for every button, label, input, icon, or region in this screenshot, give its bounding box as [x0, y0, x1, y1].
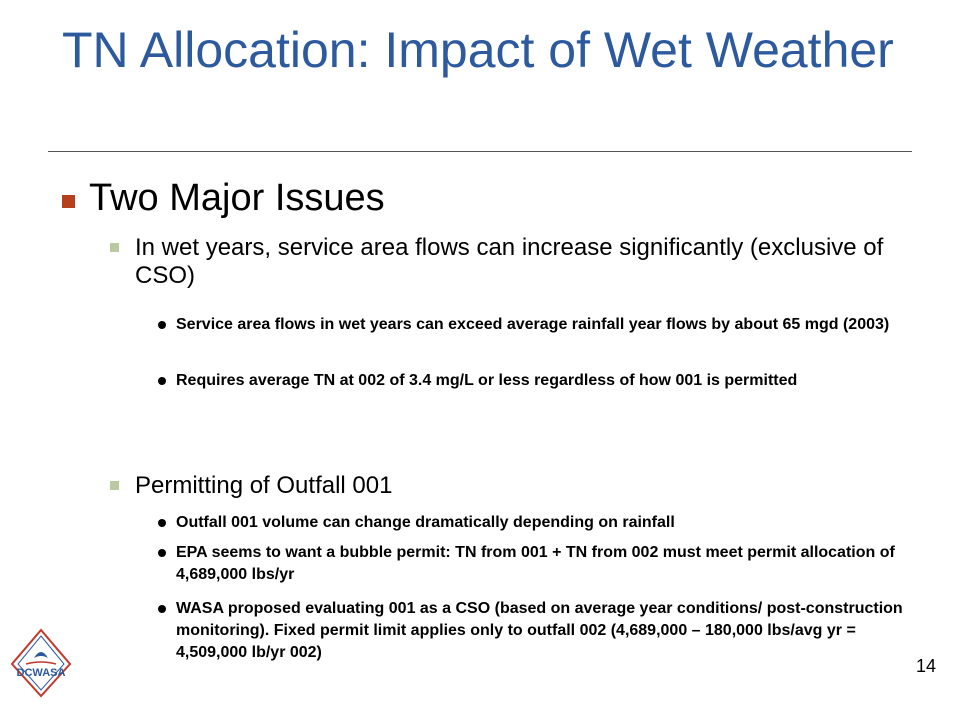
issue-1-text: In wet years, service area flows can inc…: [135, 234, 884, 289]
square-bullet-icon: [110, 243, 119, 252]
page-number: 14: [916, 656, 937, 676]
issue-1-point-1-text: Service area flows in wet years can exce…: [176, 316, 890, 333]
issue-2-point-1-text: Outfall 001 volume can change dramatical…: [176, 514, 675, 531]
issue-2-point-3: WASA proposed evaluating 001 as a CSO (b…: [158, 598, 918, 664]
round-bullet-icon: [158, 605, 166, 613]
round-bullet-icon: [158, 519, 166, 527]
issue-2-point-1: Outfall 001 volume can change dramatical…: [158, 512, 918, 534]
issue-2-point-2: EPA seems to want a bubble permit: TN fr…: [158, 542, 918, 586]
slide-title: TN Allocation: Impact of Wet Weather: [62, 22, 894, 78]
issue-2: Permitting of Outfall 001: [110, 472, 890, 500]
logo-text: DCWASA: [17, 667, 66, 679]
round-bullet-icon: [158, 321, 166, 329]
issue-2-text: Permitting of Outfall 001: [135, 472, 393, 499]
issue-1-point-2-text: Requires average TN at 002 of 3.4 mg/L o…: [176, 372, 798, 389]
square-bullet-icon: [110, 481, 119, 490]
issue-1-point-1: Service area flows in wet years can exce…: [158, 314, 918, 336]
issue-2-point-3-text: WASA proposed evaluating 001 as a CSO (b…: [176, 600, 903, 661]
main-heading: Two Major Issues: [62, 176, 385, 220]
square-bullet-icon: [62, 194, 75, 208]
title-divider: [48, 151, 912, 152]
issue-1-point-2: Requires average TN at 002 of 3.4 mg/L o…: [158, 370, 918, 392]
round-bullet-icon: [158, 377, 166, 385]
round-bullet-icon: [158, 549, 166, 557]
dcwasa-logo-icon: DCWASA: [10, 628, 72, 698]
issue-1: In wet years, service area flows can inc…: [110, 234, 890, 290]
issue-2-point-2-text: EPA seems to want a bubble permit: TN fr…: [176, 544, 895, 583]
main-heading-text: Two Major Issues: [89, 177, 385, 219]
